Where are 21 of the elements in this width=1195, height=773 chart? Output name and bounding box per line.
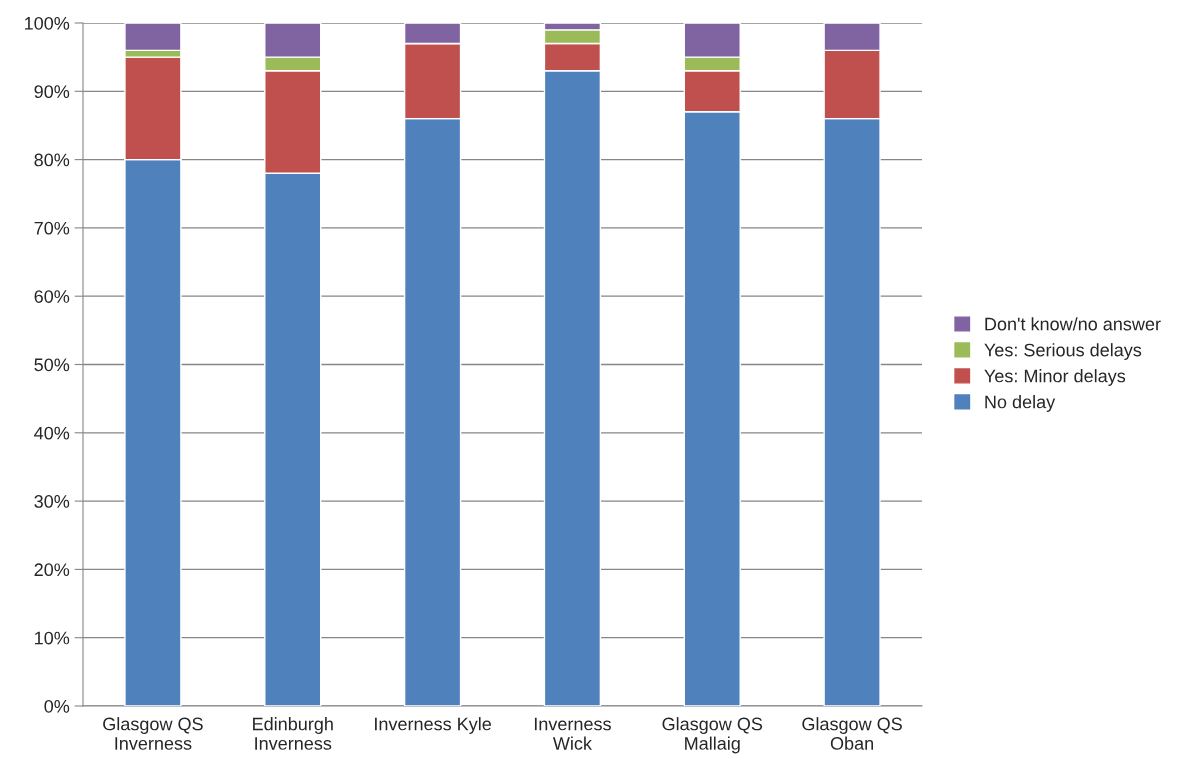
- x-tick-label: Inverness Kyle: [375, 717, 491, 734]
- legend-label: No delay: [985, 395, 1056, 412]
- y-tick-label: 70%: [34, 221, 70, 235]
- x-tick-label: Edinburgh Inverness: [253, 717, 333, 750]
- legend-label: Yes: Serious delays: [984, 343, 1142, 360]
- y-tick-label: 50%: [34, 358, 70, 372]
- y-tick-label: 10%: [35, 631, 70, 645]
- y-tick-label: 20%: [34, 563, 70, 577]
- y-tick-label: 100%: [25, 16, 70, 30]
- x-tick-label: Inverness Wick: [534, 717, 611, 750]
- x-tick-label: Glasgow QS Inverness: [103, 717, 203, 750]
- x-tick-label: Glasgow QS Oban: [802, 717, 902, 750]
- y-tick-label: 90%: [34, 85, 70, 99]
- x-tick-label: Glasgow QS Mallaig: [662, 717, 763, 754]
- y-tick-label: 80%: [34, 153, 70, 167]
- y-tick-label: 60%: [34, 290, 70, 303]
- y-tick-label: 0%: [44, 699, 70, 713]
- y-tick-label: 40%: [34, 426, 70, 440]
- legend-label: Don't know/no answer: [985, 317, 1161, 331]
- legend-label: Yes: Minor delays: [984, 369, 1126, 386]
- y-tick-label: 30%: [34, 495, 70, 508]
